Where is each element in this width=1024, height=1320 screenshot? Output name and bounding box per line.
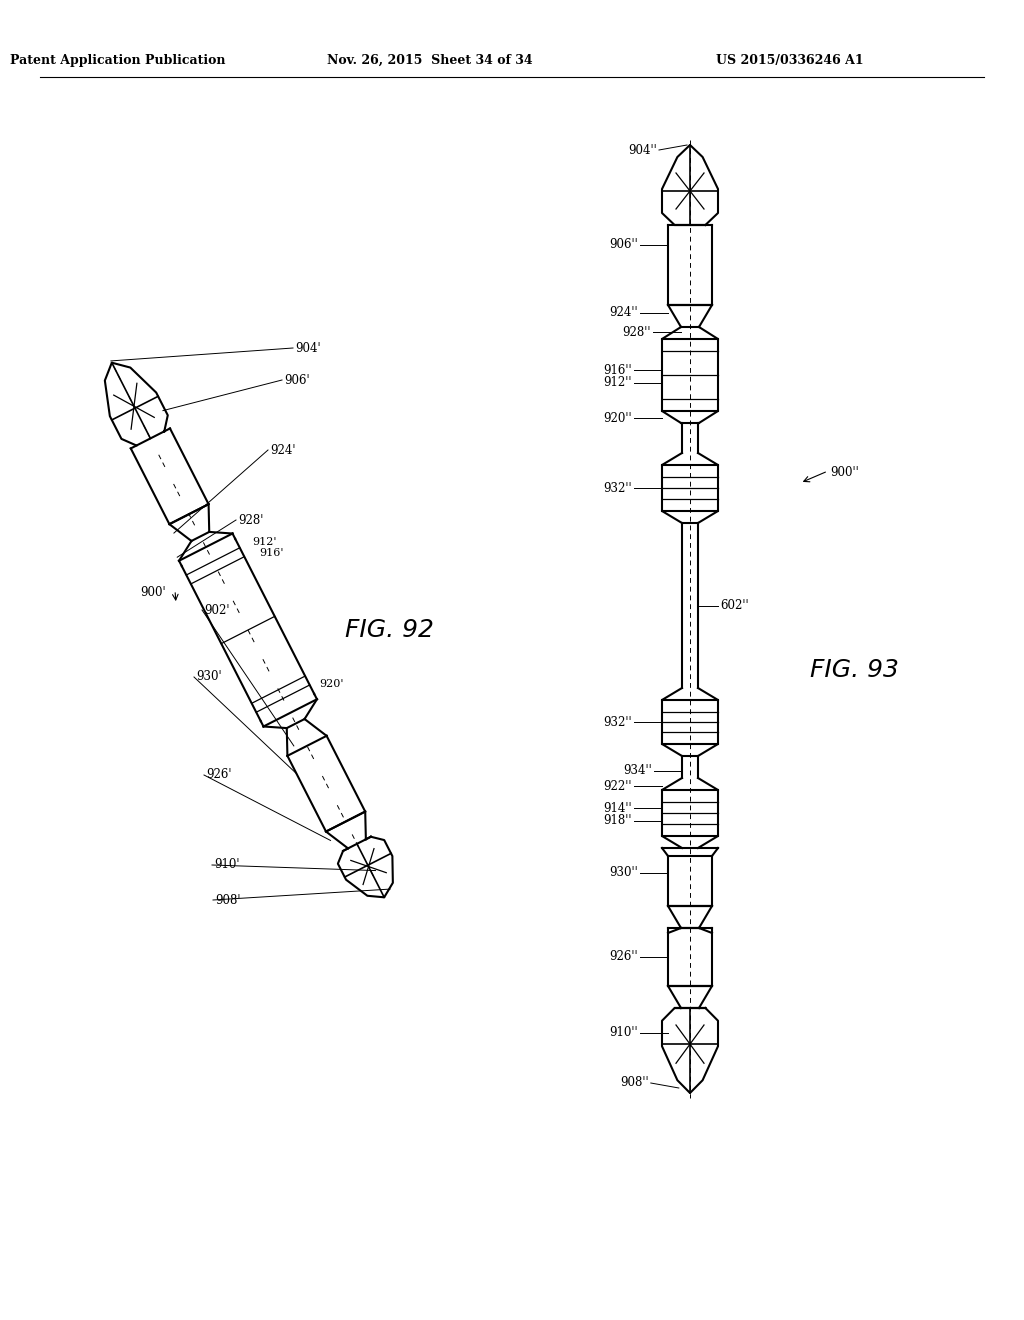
Text: 918'': 918'': [603, 814, 632, 828]
Text: 934'': 934'': [624, 764, 652, 777]
Text: 926'': 926'': [609, 950, 638, 964]
Text: 920'': 920'': [603, 412, 632, 425]
Text: 924'': 924'': [609, 306, 638, 319]
Text: 928': 928': [238, 513, 263, 527]
Text: Patent Application Publication: Patent Application Publication: [10, 54, 225, 67]
Text: 910': 910': [214, 858, 240, 871]
Text: Nov. 26, 2015  Sheet 34 of 34: Nov. 26, 2015 Sheet 34 of 34: [328, 54, 532, 67]
Text: 932'': 932'': [603, 715, 632, 729]
Text: 902': 902': [204, 603, 229, 616]
Text: 908': 908': [215, 894, 241, 907]
Text: 928'': 928'': [623, 326, 651, 338]
Text: 906': 906': [284, 374, 309, 387]
Text: 920': 920': [319, 678, 344, 689]
Text: 906'': 906'': [609, 239, 638, 252]
Text: US 2015/0336246 A1: US 2015/0336246 A1: [716, 54, 864, 67]
Text: FIG. 93: FIG. 93: [810, 657, 899, 682]
Text: 602'': 602'': [720, 599, 749, 612]
Text: 932'': 932'': [603, 482, 632, 495]
Text: 912': 912': [252, 537, 276, 548]
Text: 926': 926': [206, 768, 231, 781]
Text: 900': 900': [140, 586, 166, 598]
Text: 912'': 912'': [603, 376, 632, 389]
Text: 924': 924': [270, 444, 296, 457]
Text: 904': 904': [295, 342, 321, 355]
Text: 922'': 922'': [603, 780, 632, 792]
Text: 904'': 904'': [629, 144, 657, 157]
Text: FIG. 92: FIG. 92: [345, 618, 434, 642]
Text: 914'': 914'': [603, 801, 632, 814]
Text: 916'': 916'': [603, 363, 632, 376]
Text: 930': 930': [196, 671, 221, 684]
Text: 930'': 930'': [609, 866, 638, 879]
Text: 916': 916': [259, 548, 284, 557]
Text: 910'': 910'': [609, 1027, 638, 1040]
Text: 900'': 900'': [830, 466, 859, 479]
Text: 908'': 908'': [621, 1077, 649, 1089]
